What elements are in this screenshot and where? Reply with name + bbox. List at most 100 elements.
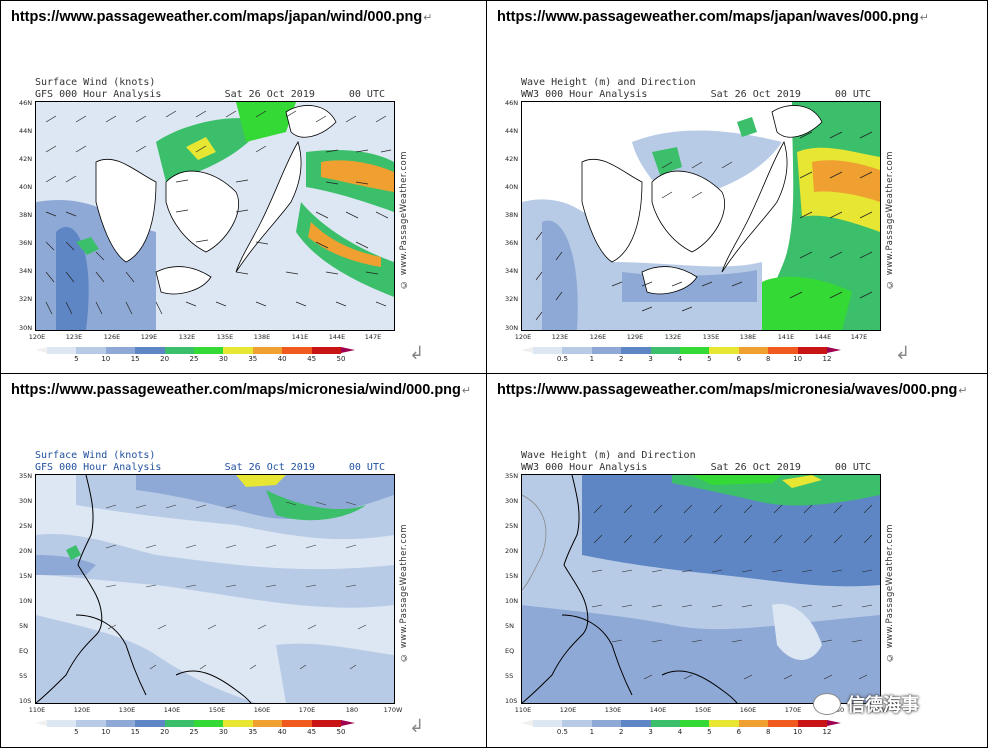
legend-swatch xyxy=(738,720,769,727)
lat-label: 20N xyxy=(505,547,519,555)
legend-label: 4 xyxy=(677,355,683,363)
legend-label: 35 xyxy=(248,728,258,736)
wind-map-micronesia xyxy=(35,474,395,704)
legend-label: 2 xyxy=(618,355,624,363)
legend-label: 10 xyxy=(793,728,803,736)
legend-swatch xyxy=(797,347,828,354)
lon-label: 138E xyxy=(253,333,271,341)
lon-label: 123E xyxy=(65,333,83,341)
color-legend: 0.5 1 2 3 4 5 6 8 10 12 xyxy=(521,720,842,738)
legend-label: 12 xyxy=(822,728,832,736)
legend-swatch xyxy=(194,347,224,354)
legend-label: 50 xyxy=(336,728,346,736)
map-title: Wave Height (m) and Direction xyxy=(521,77,696,88)
legend-swatch xyxy=(650,347,681,354)
lon-label: 170W xyxy=(383,706,403,714)
legend-swatch xyxy=(621,720,651,727)
legend-swatch xyxy=(680,720,710,727)
wechat-icon xyxy=(813,693,841,715)
legend-label: 20 xyxy=(160,355,170,363)
wave-map-micronesia xyxy=(521,474,881,704)
lon-label: 135E xyxy=(216,333,234,341)
legend-label: 35 xyxy=(248,355,258,363)
legend-label: 5 xyxy=(74,728,79,736)
legend-swatch xyxy=(591,347,622,354)
lon-label: 126E xyxy=(589,333,607,341)
lat-label: 5N xyxy=(19,622,28,630)
lon-label: 120E xyxy=(28,333,46,341)
map-subtitle: WW3 000 Hour Analysis Sat 26 Oct 2019 00 U… xyxy=(521,89,871,100)
lat-label: 42N xyxy=(19,155,33,163)
legend-swatch xyxy=(223,347,253,354)
lat-label: 5S xyxy=(505,672,514,680)
panel-micronesia-wind: https://www.passageweather.com/maps/micr… xyxy=(1,374,487,747)
legend-swatch xyxy=(135,720,165,727)
legend-swatch xyxy=(164,347,195,354)
legend-labels: 5 10 15 20 25 30 35 40 45 50 xyxy=(35,727,355,737)
legend-label: 25 xyxy=(189,355,199,363)
legend-label: 10 xyxy=(101,728,111,736)
lon-label: 123E xyxy=(551,333,569,341)
lat-label: 44N xyxy=(19,127,33,135)
lon-label: 132E xyxy=(178,333,196,341)
legend-label: 12 xyxy=(822,355,832,363)
lat-label: 32N xyxy=(505,295,519,303)
legend-labels: 0.5 1 2 3 4 5 6 8 10 12 xyxy=(521,354,841,364)
legend-swatch xyxy=(562,347,592,354)
lon-label: 110E xyxy=(514,706,532,714)
lat-label: 5N xyxy=(505,622,514,630)
legend-label: 3 xyxy=(648,728,653,736)
url-text[interactable]: https://www.passageweather.com/maps/micr… xyxy=(11,382,472,398)
legend-bar xyxy=(521,720,842,727)
credit-text: © www.PassageWeather.com xyxy=(399,151,409,289)
lon-label: 110E xyxy=(28,706,46,714)
legend-label: 20 xyxy=(160,728,170,736)
legend-swatch xyxy=(282,347,312,354)
lat-label: 30N xyxy=(19,497,33,505)
watermark-logo: 信德海事 xyxy=(813,691,919,717)
lat-label: 15N xyxy=(505,572,519,580)
paragraph-mark: ↲ xyxy=(895,343,911,364)
url-text[interactable]: https://www.passageweather.com/maps/japa… xyxy=(11,9,433,25)
legend-swatch xyxy=(47,720,77,727)
legend-label: 5 xyxy=(707,355,712,363)
legend-label: 3 xyxy=(648,355,653,363)
legend-swatch xyxy=(311,720,342,727)
lon-label: 120E xyxy=(73,706,91,714)
lon-label: 150E xyxy=(694,706,712,714)
legend-label: 45 xyxy=(307,355,317,363)
legend-swatch xyxy=(105,720,136,727)
lon-label: 135E xyxy=(702,333,720,341)
legend-bar xyxy=(35,347,356,354)
lon-label: 160E xyxy=(253,706,271,714)
lat-label: 38N xyxy=(19,211,33,219)
url-text[interactable]: https://www.passageweather.com/maps/japa… xyxy=(497,9,929,25)
legend-bar xyxy=(35,720,356,727)
url-text[interactable]: https://www.passageweather.com/maps/micr… xyxy=(497,382,968,398)
legend-swatch xyxy=(135,347,165,354)
lon-label: 180 xyxy=(345,706,359,714)
legend-label: 6 xyxy=(736,728,742,736)
legend-end-arrow xyxy=(827,347,842,353)
lat-label: 40N xyxy=(505,183,519,191)
legend-label: 5 xyxy=(74,355,79,363)
lat-label: 34N xyxy=(505,267,519,275)
legend-label: 15 xyxy=(130,728,140,736)
map-subtitle: GFS 000 Hour Analysis Sat 26 Oct 2019 00 U… xyxy=(35,89,385,100)
lon-label: 147E xyxy=(364,333,382,341)
legend-swatch xyxy=(164,720,195,727)
legend-swatch xyxy=(105,347,136,354)
legend-swatch xyxy=(709,720,739,727)
legend-label: 1 xyxy=(589,355,595,363)
lat-label: 46N xyxy=(19,99,33,107)
color-legend: 5 10 15 20 25 30 35 40 45 50 xyxy=(35,720,356,738)
lon-label: 120E xyxy=(514,333,532,341)
legend-label: 5 xyxy=(707,728,712,736)
lon-label: 144E xyxy=(328,333,346,341)
lat-label: 35N xyxy=(19,472,33,480)
lon-label: 170E xyxy=(784,706,802,714)
lat-label: 30N xyxy=(505,324,519,332)
lon-label: 150E xyxy=(208,706,226,714)
legend-swatch xyxy=(282,720,312,727)
legend-bar xyxy=(521,347,842,354)
